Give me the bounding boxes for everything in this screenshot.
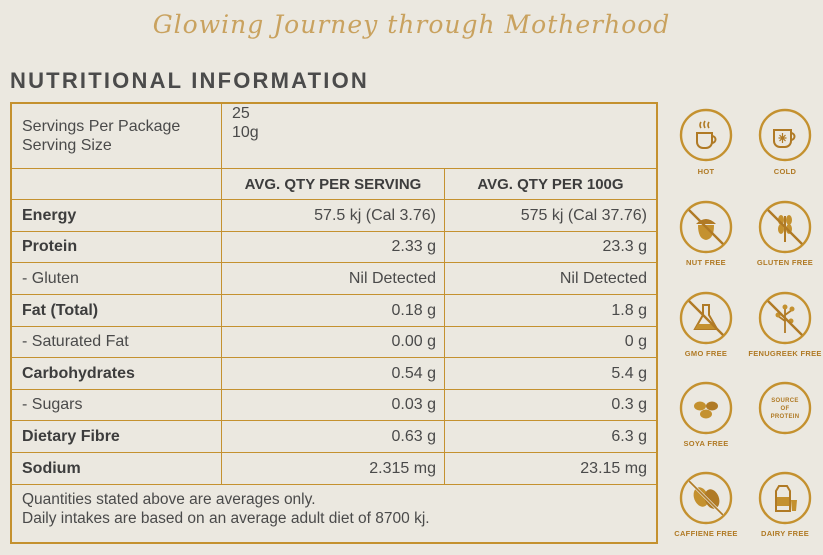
caffeine-free-icon [679,471,733,525]
row-label: Protein [12,232,222,262]
row-label: - Sugars [12,390,222,420]
row-per-100g: 0.3 g [611,396,647,413]
table-row: Energy 57.5 kj (Cal 3.76) 575 kj (Cal 37… [12,200,656,232]
row-per-serving: 0.18 g [222,295,445,326]
tagline: Glowing Journey through Motherhood [152,10,671,39]
footnote: Quantities stated above are averages onl… [22,490,430,528]
serving-size-value: 10g [232,124,259,141]
row-per-100g: 6.3 g [611,427,647,445]
row-per-100g: 0 g [624,333,647,350]
hot-label: HOT [697,167,715,176]
row-per-serving: 0.54 g [222,358,445,389]
soya-free-label: SOYA FREE [683,439,729,448]
table-row: - Gluten Nil Detected Nil Detected [12,263,656,295]
header-per-100g: AVG. QTY PER 100G [477,175,624,193]
cold-drink-icon [758,108,812,162]
nut-free-icon [679,200,733,254]
source-of-protein-badge [758,381,812,435]
gmo-free-label: GMO FREE [684,349,728,358]
servings-row: Servings Per Package Serving Size 25 10g [12,104,656,169]
row-per-serving: 2.33 g [222,232,445,262]
row-label: Carbohydrates [12,358,222,389]
row-label: Dietary Fibre [12,421,222,452]
row-per-100g: 23.3 g [602,238,647,255]
row-per-serving: 2.315 mg [222,453,445,484]
row-label: Sodium [12,453,222,484]
table-row: Protein 2.33 g 23.3 g [12,232,656,263]
serving-size-label: Serving Size [22,137,112,154]
row-per-100g: 23.15 mg [580,459,647,477]
row-per-serving: 57.5 kj (Cal 3.76) [222,200,445,231]
fenugreek-free-icon [758,291,812,345]
table-row: - Saturated Fat 0.00 g 0 g [12,327,656,358]
table-row: Carbohydrates 0.54 g 5.4 g [12,358,656,390]
row-label: - Saturated Fat [12,327,222,357]
footnote-line-1: Quantities stated above are averages onl… [22,491,316,508]
page-title: NUTRITIONAL INFORMATION [10,68,369,93]
gluten-free-icon [758,200,812,254]
row-per-100g: 1.8 g [611,301,647,319]
header-per-serving: AVG. QTY PER SERVING [222,169,445,199]
row-per-100g: Nil Detected [559,269,647,287]
row-per-serving: Nil Detected [222,263,445,294]
row-label: Fat (Total) [12,295,222,326]
source-label: SOURCE [771,398,799,404]
caffeine-free-label: CAFFIENE FREE [674,529,738,538]
table-row: - Sugars 0.03 g 0.3 g [12,390,656,421]
soya-free-icon [679,381,733,435]
cold-label: COLD [773,167,797,176]
servings-per-package-value: 25 [232,105,250,122]
header-empty-cell [12,169,222,199]
row-per-100g: 5.4 g [611,364,647,382]
fenugreek-free-label: FENUGREEK FREE [748,349,822,358]
row-per-serving: 0.63 g [222,421,445,452]
table-row: Sodium 2.315 mg 23.15 mg [12,453,656,485]
gmo-free-icon [679,291,733,345]
footnote-line-2: Daily intakes are based on an average ad… [22,510,430,527]
nut-free-label: NUT FREE [686,258,726,267]
servings-values: 25 10g [222,104,445,168]
of-label: OF [780,406,790,412]
source-of-protein-label: SOURCE OF PROTEIN [740,397,823,421]
hot-drink-icon [679,108,733,162]
servings-labels: Servings Per Package Serving Size [12,104,222,168]
column-header-row: AVG. QTY PER SERVING AVG. QTY PER 100G [12,169,656,200]
dairy-free-icon [758,471,812,525]
row-per-serving: 0.03 g [222,390,445,420]
protein-label: PROTEIN [770,414,800,420]
row-label: Energy [12,200,222,231]
row-per-serving: 0.00 g [222,327,445,357]
gluten-free-label: GLUTEN FREE [756,258,814,267]
table-row: Fat (Total) 0.18 g 1.8 g [12,295,656,327]
servings-per-package-label: Servings Per Package [22,118,181,135]
row-label: - Gluten [12,263,222,294]
dairy-free-label: DAIRY FREE [760,529,809,538]
nutrition-table: Servings Per Package Serving Size 25 10g… [10,102,658,544]
table-row: Dietary Fibre 0.63 g 6.3 g [12,421,656,453]
row-per-100g: 575 kj (Cal 37.76) [520,206,647,224]
